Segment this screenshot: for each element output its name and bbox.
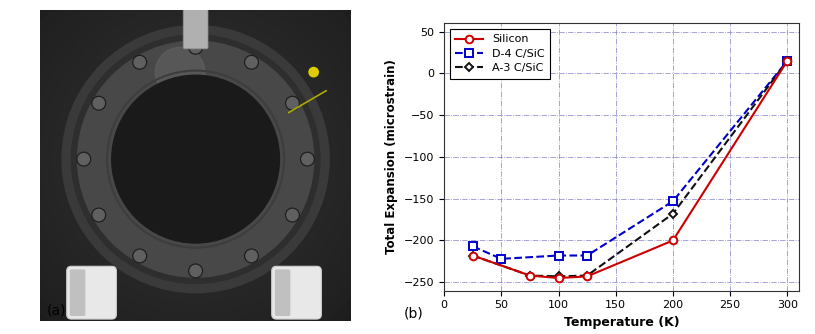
Circle shape <box>190 42 201 53</box>
Silicon <box>668 238 678 242</box>
FancyBboxPatch shape <box>183 8 208 49</box>
Circle shape <box>155 47 205 97</box>
Circle shape <box>93 209 104 221</box>
Silicon <box>468 254 478 258</box>
D-4 C/SiC <box>782 59 792 63</box>
Circle shape <box>246 250 257 262</box>
Circle shape <box>77 152 90 166</box>
FancyBboxPatch shape <box>70 270 86 316</box>
X-axis label: Temperature (K): Temperature (K) <box>564 316 679 329</box>
Line: D-4 C/SiC: D-4 C/SiC <box>469 57 791 263</box>
Circle shape <box>92 208 106 222</box>
Circle shape <box>189 264 202 278</box>
Circle shape <box>112 75 280 243</box>
Circle shape <box>301 152 315 166</box>
Circle shape <box>309 67 319 77</box>
Circle shape <box>77 41 314 277</box>
Circle shape <box>92 97 106 110</box>
Circle shape <box>244 55 258 69</box>
Silicon <box>782 59 792 63</box>
Line: A-3 C/SiC: A-3 C/SiC <box>469 58 791 280</box>
Circle shape <box>244 249 258 263</box>
FancyBboxPatch shape <box>275 270 290 316</box>
Y-axis label: Total Expansion (microstrain): Total Expansion (microstrain) <box>385 59 399 255</box>
A-3 C/SiC <box>553 275 563 279</box>
A-3 C/SiC <box>468 254 478 258</box>
Line: Silicon: Silicon <box>469 57 791 282</box>
Circle shape <box>302 154 313 165</box>
Circle shape <box>287 209 298 221</box>
FancyBboxPatch shape <box>271 266 321 319</box>
D-4 C/SiC <box>553 254 563 258</box>
Circle shape <box>72 35 319 283</box>
Silicon <box>582 275 592 279</box>
Circle shape <box>285 208 299 222</box>
D-4 C/SiC <box>668 199 678 203</box>
Circle shape <box>246 57 257 68</box>
Silicon <box>553 276 563 280</box>
D-4 C/SiC <box>468 244 478 248</box>
Text: (a): (a) <box>46 304 66 318</box>
Circle shape <box>133 55 147 69</box>
Circle shape <box>78 154 90 165</box>
A-3 C/SiC <box>668 212 678 216</box>
FancyBboxPatch shape <box>67 266 117 319</box>
D-4 C/SiC <box>496 257 506 261</box>
D-4 C/SiC <box>582 254 592 258</box>
Circle shape <box>93 98 104 109</box>
Circle shape <box>287 98 298 109</box>
Circle shape <box>190 265 201 277</box>
A-3 C/SiC <box>525 274 535 278</box>
Legend: Silicon, D-4 C/SiC, A-3 C/SiC: Silicon, D-4 C/SiC, A-3 C/SiC <box>450 29 550 79</box>
Circle shape <box>134 57 145 68</box>
Circle shape <box>285 97 299 110</box>
A-3 C/SiC <box>782 59 792 63</box>
Circle shape <box>134 250 145 262</box>
Circle shape <box>62 25 329 293</box>
Circle shape <box>189 40 202 54</box>
Text: (b): (b) <box>403 307 423 321</box>
A-3 C/SiC <box>582 274 592 278</box>
Silicon <box>525 274 535 278</box>
Circle shape <box>133 249 147 263</box>
